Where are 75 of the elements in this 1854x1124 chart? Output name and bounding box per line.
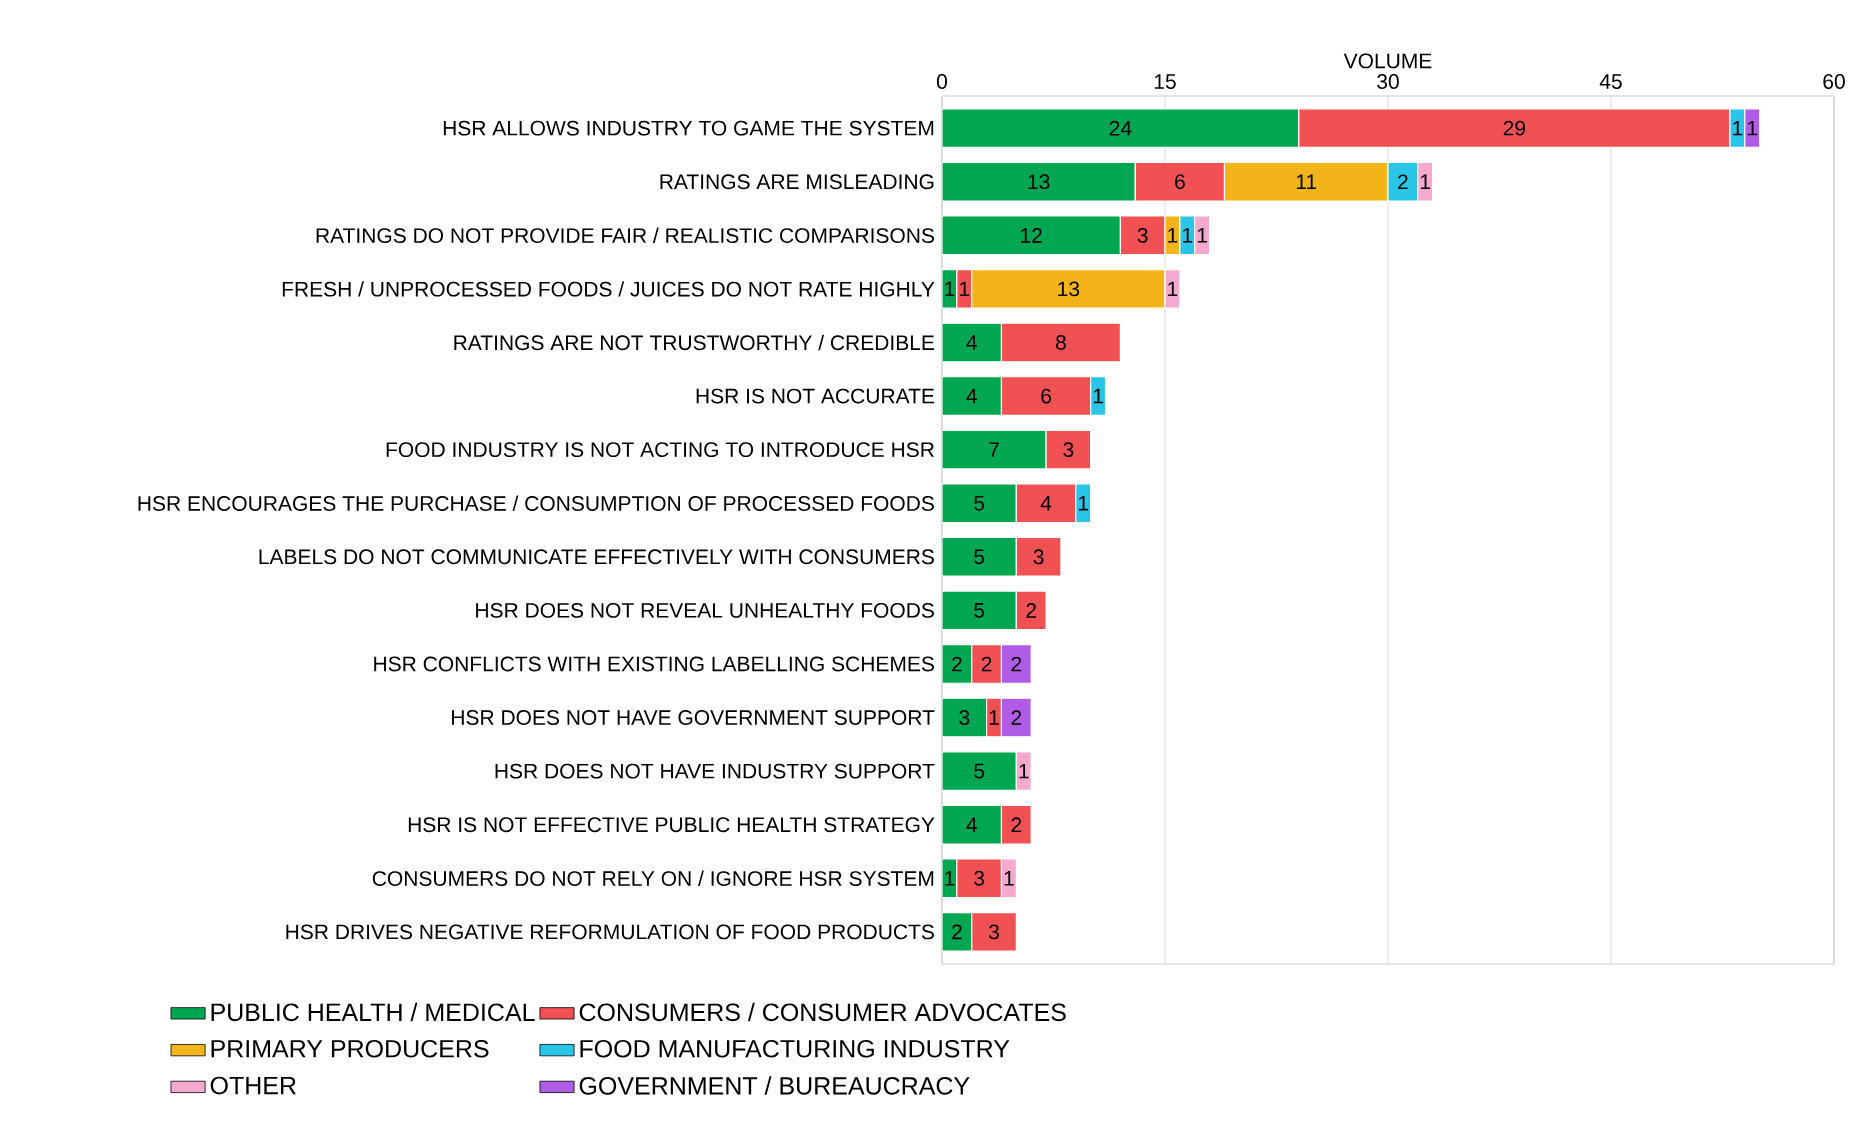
data-label: 6	[1175, 174, 1185, 190]
data-label: 1	[1168, 228, 1178, 243]
data-label: 4	[966, 335, 977, 350]
legend-label: PRIMARY PRODUCERS	[211, 1039, 489, 1058]
x-tick-label: 45	[1599, 74, 1622, 89]
data-label: 3	[1033, 549, 1044, 565]
data-label: 1	[1004, 871, 1014, 886]
data-label: 1	[945, 281, 955, 297]
data-label: 2	[952, 924, 962, 940]
data-label: 1	[1093, 388, 1103, 404]
data-label: 4	[1040, 496, 1052, 511]
data-label: 2	[1398, 174, 1408, 190]
data-label: 1	[1019, 763, 1029, 779]
y-tick-label: HSR IS NOT EFFECTIVE PUBLIC HEALTH STRATEGY	[408, 817, 935, 833]
x-tick-label: 15	[1154, 74, 1176, 89]
data-label: 8	[1056, 335, 1066, 350]
data-label: 2	[1026, 603, 1036, 618]
y-tick-label: FOOD INDUSTRY IS NOT ACTING TO INTRODUCE HSR	[386, 442, 934, 458]
data-label: 7	[989, 442, 999, 457]
legend-label: OTHER	[210, 1076, 296, 1095]
data-label: 1	[1168, 281, 1178, 297]
data-label: 1	[1420, 174, 1430, 189]
y-tick-label: HSR DOES NOT HAVE INDUSTRY SUPPORT	[495, 763, 935, 779]
data-label: 2	[952, 656, 962, 672]
y-tick-label: HSR DRIVES NEGATIVE REFORMULATION OF FOOD PRODUCTS	[286, 924, 934, 940]
data-label: 5	[974, 549, 985, 565]
y-tick-label: CONSUMERS DO NOT RELY ON / IGNORE HSR SYSTEM	[372, 870, 934, 886]
y-tick-label: RATINGS DO NOT PROVIDE FAIR / REALISTIC COMPARISONS	[316, 227, 934, 244]
data-label: 3	[988, 924, 999, 940]
legend-label: GOVERNMENT / BUREAUCRACY	[579, 1076, 970, 1095]
x-tick-label: 0	[936, 74, 948, 89]
data-label: 12	[1021, 227, 1042, 243]
data-label: 2	[1011, 710, 1022, 725]
x-axis-title: VOLUME	[1343, 53, 1432, 69]
data-label: 24	[1109, 120, 1132, 136]
data-label: 3	[974, 870, 985, 886]
data-label: 3	[1063, 442, 1074, 458]
x-tick-label: 30	[1377, 74, 1399, 89]
y-tick-label: RATINGS ARE MISLEADING	[660, 174, 934, 190]
data-label: 6	[1041, 388, 1051, 404]
data-label: 2	[981, 656, 992, 672]
y-tick-label: HSR ALLOWS INDUSTRY TO GAME THE SYSTEM	[443, 120, 934, 136]
data-label: 5	[974, 603, 985, 618]
y-tick-label: HSR IS NOT ACCURATE	[696, 388, 935, 404]
data-label: 1	[1733, 120, 1743, 136]
data-label: 5	[974, 495, 985, 511]
y-tick-label: HSR DOES NOT REVEAL UNHEALTHY FOODS	[476, 602, 934, 618]
data-label: 3	[959, 710, 970, 725]
y-tick-label: HSR CONFLICTS WITH EXISTING LABELLING SCHEMES	[374, 656, 934, 672]
data-label: 11	[1296, 174, 1317, 189]
data-label: 4	[966, 388, 977, 404]
data-label: 1	[960, 281, 970, 297]
legend-label: PUBLIC HEALTH / MEDICAL	[211, 1002, 535, 1022]
data-label: 1	[1747, 120, 1758, 136]
data-label: 1	[945, 871, 955, 886]
data-label: 2	[1011, 656, 1022, 672]
y-tick-label: LABELS DO NOT COMMUNICATE EFFECTIVELY WITH CONSUMERS	[259, 549, 934, 565]
data-label: 1	[1183, 228, 1193, 243]
y-tick-label: HSR ENCOURAGES THE PURCHASE / CONSUMPTION OF PROCESSED FOODS	[138, 495, 934, 511]
data-label: 13	[1028, 174, 1050, 190]
data-label: 29	[1503, 120, 1526, 136]
data-label: 4	[966, 817, 977, 832]
legend-label: CONSUMERS / CONSUMER ADVOCATES	[579, 1002, 1066, 1022]
data-label: 1	[989, 710, 999, 725]
data-label: 1	[1197, 228, 1207, 243]
y-tick-label: HSR DOES NOT HAVE GOVERNMENT SUPPORT	[452, 710, 935, 725]
data-label: 13	[1058, 281, 1080, 297]
data-label: 3	[1137, 227, 1148, 243]
y-tick-label: RATINGS ARE NOT TRUSTWORTHY / CREDIBLE	[454, 334, 934, 351]
x-tick-label: 60	[1823, 74, 1845, 89]
legend-label: FOOD MANUFACTURING INDUSTRY	[580, 1039, 1010, 1058]
data-label: 5	[974, 763, 985, 779]
y-tick-label: FRESH / UNPROCESSED FOODS / JUICES DO NOT RATE HIGHLY	[282, 281, 935, 297]
data-label: 1	[1078, 496, 1089, 511]
data-label: 2	[1011, 817, 1022, 833]
